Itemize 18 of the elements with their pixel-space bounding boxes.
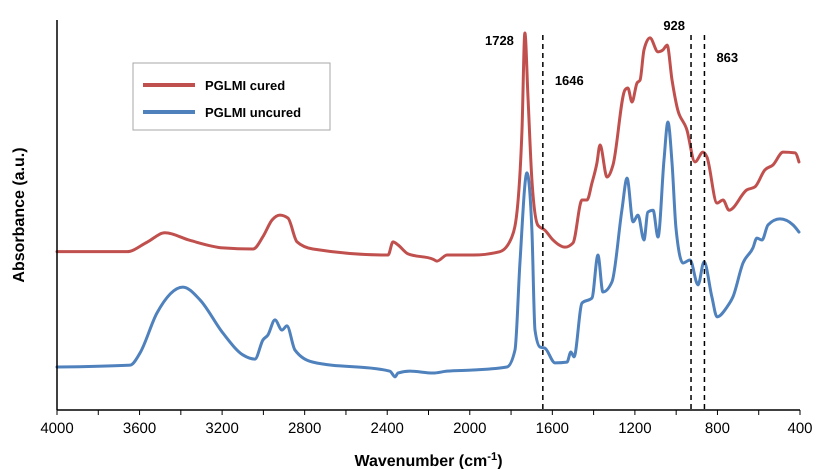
y-axis-title: Absorbance (a.u.): [11, 147, 28, 283]
ref-line-label: 863: [716, 50, 738, 65]
x-tick-label: 3600: [122, 420, 156, 437]
annotation: 1728: [484, 33, 514, 48]
x-tick-label: 1600: [536, 420, 570, 437]
x-tick-label: 3200: [205, 420, 239, 437]
legend-label: PGLMI cured: [205, 78, 286, 93]
x-tick-label: 800: [704, 420, 730, 437]
x-tick-label: 400: [787, 420, 813, 437]
x-tick-label: 4000: [40, 420, 74, 437]
x-tick-label: 2400: [370, 420, 404, 437]
x-tick-label: 2800: [288, 420, 322, 437]
x-axis-title: Wavenumber (cm$^{-1}$): [354, 451, 503, 469]
ref-line-label: 1646: [554, 73, 584, 88]
ref-line-label: 928: [663, 18, 686, 33]
x-tick-label: 1200: [618, 420, 652, 437]
x-tick-label: 2000: [453, 420, 486, 437]
legend-label: PGLMI uncured: [205, 105, 302, 120]
